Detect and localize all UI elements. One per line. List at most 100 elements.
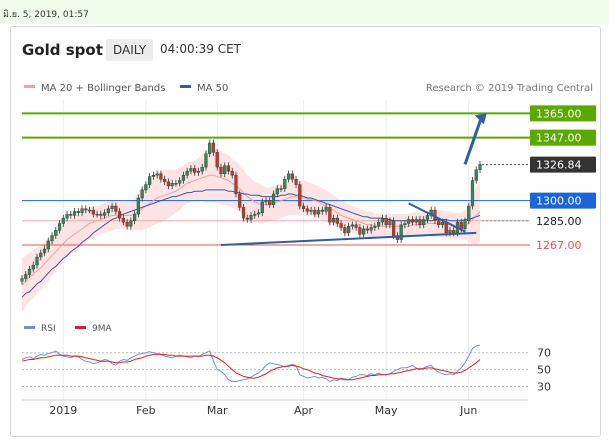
candle-body [121, 217, 125, 223]
candle-body [365, 228, 369, 231]
price-level-label: 1267.00 [536, 239, 582, 252]
candle-body [264, 200, 268, 203]
candle-body [69, 213, 73, 216]
candle-body [478, 164, 482, 170]
candle-body [354, 224, 358, 228]
candle-body [155, 173, 159, 176]
candle-body [448, 230, 452, 234]
price-level-label: 1326.84 [536, 159, 582, 172]
candle-body [50, 235, 54, 242]
candle-body [185, 170, 189, 176]
candle-body [399, 224, 403, 240]
candle-body [275, 188, 279, 195]
price-level-label: 1300.00 [536, 195, 582, 208]
candle-body [350, 224, 354, 227]
timeframe-badge[interactable]: DAILY [106, 39, 154, 61]
candle-body [343, 227, 347, 234]
candle-body [380, 217, 384, 223]
candle-body [268, 200, 272, 205]
candle-body [253, 213, 257, 216]
candle-body [178, 180, 182, 184]
candle-body [174, 183, 178, 185]
candle-body [110, 205, 114, 209]
candle-body [392, 220, 396, 236]
candle-body [31, 264, 35, 270]
candle-body [95, 213, 99, 216]
candle-body [290, 173, 294, 180]
candle-body [80, 208, 84, 213]
x-tick-label: Feb [136, 404, 155, 417]
chart-time: 04:00:39 CET [160, 42, 241, 56]
candle-body [279, 188, 283, 190]
candle-body [388, 220, 392, 226]
candle-body [331, 217, 336, 223]
chart-card: Gold spot DAILY 04:00:39 CET [10, 26, 601, 437]
candle-body [223, 165, 227, 175]
candle-body [226, 165, 231, 172]
candle-body [301, 205, 306, 209]
x-tick-label: Apr [294, 404, 314, 417]
candle-body [219, 166, 223, 175]
candle-body [358, 227, 362, 235]
price-level-tag [530, 192, 596, 209]
candle-body [170, 183, 174, 187]
trendline-resistance [408, 202, 466, 233]
candle-body [422, 219, 426, 226]
ma20-legend-swatch [24, 85, 35, 88]
candle-body [151, 174, 155, 177]
candle-body [24, 274, 28, 279]
candle-body [294, 178, 298, 185]
candle-body [260, 201, 264, 213]
candle-body [99, 213, 103, 216]
candle-body [144, 184, 148, 191]
bollinger-band-area [22, 148, 480, 313]
candle-body [118, 211, 122, 219]
candle-body [459, 221, 463, 230]
ma20-line [21, 174, 481, 286]
projection-arrow-shaft [463, 118, 483, 165]
candle-body [440, 221, 445, 226]
candle-body [102, 212, 107, 216]
candle-body [42, 248, 47, 254]
candle-body [196, 170, 201, 173]
trendlines [220, 113, 487, 246]
candle-body [163, 178, 167, 183]
candle-body [215, 152, 219, 168]
candle-body [271, 193, 276, 205]
candle-body [414, 219, 418, 223]
ma50-legend-swatch [180, 85, 191, 88]
candle-body [208, 142, 212, 154]
candle-body [140, 189, 144, 199]
candle-body [72, 211, 77, 216]
candle-body [362, 228, 366, 235]
price-level-tag [530, 105, 596, 122]
price-levels [22, 112, 530, 246]
candle-body [159, 173, 163, 180]
x-axis: 2019 Feb Mar Apr May Jun [22, 399, 528, 417]
candle-body [470, 180, 475, 207]
candle-body [283, 178, 287, 189]
gridlines [62, 100, 470, 400]
research-credit: Research © 2019 Trading Central [426, 83, 593, 94]
x-tick-label: May [375, 404, 398, 417]
candle-body [452, 230, 456, 234]
candle-body [39, 252, 43, 258]
candle-body [249, 215, 253, 220]
rsi-panel: 70 50 30 [21, 344, 551, 394]
price-level-label: 1365.00 [536, 107, 582, 120]
candle-body [234, 174, 238, 195]
candle-body [136, 197, 140, 215]
candle-body [230, 170, 234, 176]
top-status-bar: มิ.ย. 5, 2019, 01:57 [0, 0, 609, 24]
candle-body [181, 174, 186, 181]
price-level-tag [530, 129, 596, 146]
candle-body [256, 212, 261, 215]
candle-body [305, 208, 309, 212]
trendline-support [220, 231, 477, 246]
candle-body [335, 217, 339, 224]
candle-body [407, 219, 411, 224]
candle-body [189, 168, 193, 172]
candle-body [106, 208, 110, 213]
candle-body [61, 217, 65, 224]
moving-averages [21, 174, 481, 298]
